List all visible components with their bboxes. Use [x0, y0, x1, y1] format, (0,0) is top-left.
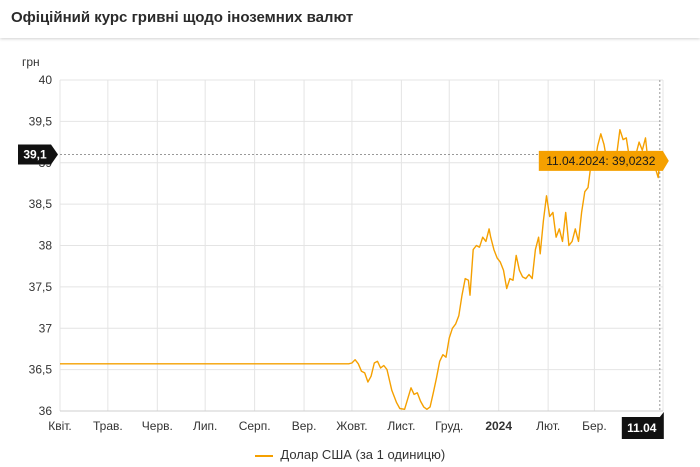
y-tick-label: 36,5 [29, 363, 53, 377]
x-tick-label: Черв. [142, 419, 173, 433]
y-axis-label: грн [22, 55, 40, 69]
value-tooltip-label: 11.04.2024: 39,0232 [546, 154, 656, 168]
y-tick-label: 37,5 [29, 280, 53, 294]
value-tooltip [538, 150, 669, 171]
y-tick-label: 36 [39, 404, 53, 418]
x-tick-label: Жовт. [336, 419, 367, 433]
x-tick-label: Груд. [435, 419, 463, 433]
x-tick-label: Лист. [387, 419, 415, 433]
y-tick-label: 40 [39, 73, 53, 87]
y-value-badge-label: 39,1 [23, 147, 47, 161]
y-tick-label: 38 [39, 239, 53, 253]
y-tick-label: 37 [39, 321, 53, 335]
x-tick-label: Вер. [292, 419, 317, 433]
x-tick-label: Квіт. [48, 419, 72, 433]
line-chart[interactable]: 4039,53938,53837,53736,536грнКвіт.Трав.Ч… [0, 0, 700, 447]
x-tick-label: Бер. [582, 419, 607, 433]
header-bar: Офіційний курс гривні щодо іноземних вал… [0, 0, 700, 38]
x-tick-label: Серп. [239, 419, 271, 433]
y-value-badge [18, 144, 58, 165]
legend-swatch [254, 454, 273, 457]
y-tick-label: 39,5 [29, 114, 53, 128]
chart-legend[interactable]: Долар США (за 1 одиницю) [0, 447, 700, 462]
x-tick-label: Лют. [536, 419, 560, 433]
x-tick-label: Лип. [193, 419, 217, 433]
x-tick-label: Трав. [93, 419, 123, 433]
y-tick-label: 38,5 [29, 197, 53, 211]
series-line [60, 129, 661, 410]
legend-label: Долар США (за 1 одиницю) [280, 447, 446, 462]
x-value-badge-label: 11.04 [627, 421, 657, 435]
x-tick-label: 2024 [485, 419, 512, 433]
x-value-badge [621, 412, 664, 439]
page-title: Офіційний курс гривні щодо іноземних вал… [11, 9, 354, 26]
